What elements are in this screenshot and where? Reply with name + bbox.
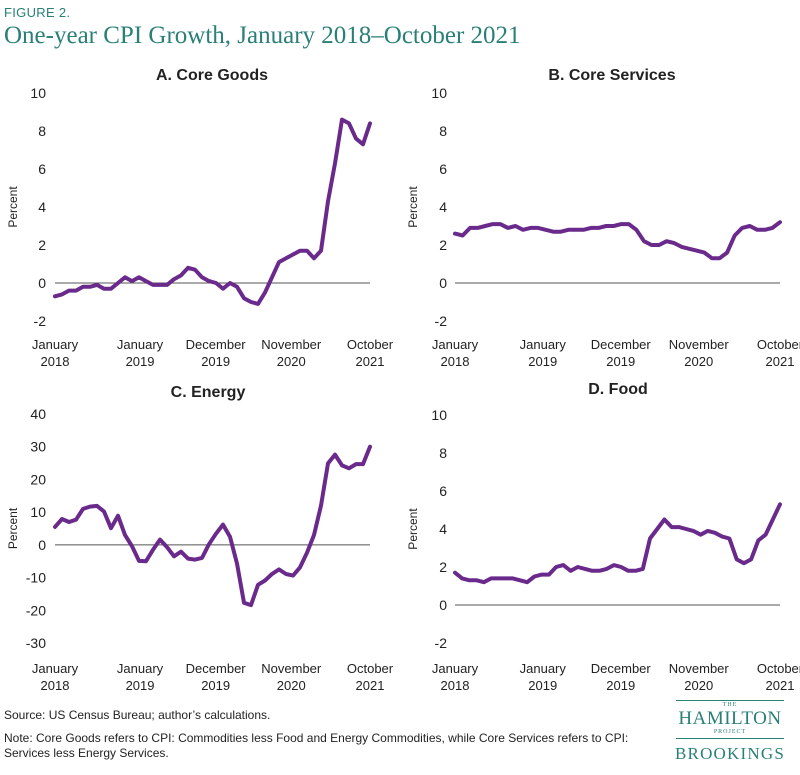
figure-label: FIGURE 2. [4, 5, 71, 20]
x-tick-label-month: January [32, 661, 79, 676]
x-tick-label-month: November [261, 337, 322, 352]
logo-hamilton: HAMILTON [678, 708, 782, 729]
series-line [53, 117, 372, 306]
chart-title: B. Core Services [548, 67, 675, 84]
x-tick-label-year: 2019 [201, 354, 230, 369]
x-tick-label-month: November [669, 337, 730, 352]
logo-the: THE [722, 702, 738, 708]
x-tick-label-year: 2019 [606, 678, 635, 693]
x-tick-label-month: January [432, 661, 479, 676]
y-tick-label: 0 [38, 275, 46, 291]
y-tick-label: 4 [439, 521, 447, 537]
x-tick-label-year: 2020 [277, 678, 306, 693]
series-line [53, 444, 372, 608]
y-tick-label: 10 [30, 85, 46, 101]
source-text: Source: US Census Bureau; author’s calcu… [4, 708, 271, 722]
x-tick-label-year: 2018 [441, 678, 470, 693]
y-tick-label: 8 [439, 445, 447, 461]
chart-title: D. Food [588, 381, 648, 398]
y-tick-label: 2 [38, 237, 46, 253]
x-tick-label-year: 2021 [766, 678, 795, 693]
series-line [453, 220, 782, 261]
logo-brookings: BROOKINGS [675, 744, 785, 763]
x-tick-label-year: 2018 [41, 678, 70, 693]
x-tick-label-month: January [117, 661, 164, 676]
y-axis-label: Percent [406, 186, 420, 228]
x-tick-label-year: 2019 [528, 678, 557, 693]
y-tick-label: 0 [439, 275, 447, 291]
x-tick-label-year: 2019 [126, 354, 155, 369]
hamilton-logo: THE HAMILTON PROJECT [676, 700, 784, 739]
y-tick-label: 40 [30, 406, 46, 422]
x-tick-label-year: 2020 [684, 354, 713, 369]
x-tick-label-year: 2020 [277, 354, 306, 369]
x-tick-label-year: 2019 [126, 678, 155, 693]
y-tick-label: 10 [30, 504, 46, 520]
logo: THE HAMILTON PROJECT BROOKINGS [662, 700, 798, 772]
x-tick-label-year: 2021 [356, 354, 385, 369]
y-tick-label: 6 [38, 161, 46, 177]
y-tick-label: -2 [435, 635, 448, 651]
x-tick-label-month: October [757, 661, 800, 676]
logo-project: PROJECT [713, 729, 747, 735]
x-tick-label-month: January [432, 337, 479, 352]
y-tick-label: -10 [26, 570, 46, 586]
chart-panel-4: D. Food Percent -2 0 2 4 6 8 10 January 2018 Januar… [406, 381, 800, 693]
x-tick-label-month: October [347, 661, 394, 676]
x-tick-label-year: 2021 [766, 354, 795, 369]
chart-panel-2: B. Core Services Percent -2 0 2 4 6 8 10 January 2… [406, 67, 800, 369]
x-tick-label-month: November [669, 661, 730, 676]
y-tick-label: 6 [439, 161, 447, 177]
y-tick-label: 0 [38, 537, 46, 553]
y-tick-label: 0 [439, 597, 447, 613]
x-tick-label-month: December [186, 661, 247, 676]
x-tick-label-month: October [757, 337, 800, 352]
charts-canvas: A. Core GoodsPercent-20246810January2018… [6, 67, 800, 693]
y-axis-label: Percent [406, 508, 420, 550]
x-tick-label-month: January [520, 337, 567, 352]
chart-panel-3: C. Energy Percent -30 -20 -10 0 10 20 30 40 Januar… [6, 384, 394, 693]
y-tick-label: -2 [34, 313, 47, 329]
x-tick-label-month: January [520, 661, 567, 676]
y-axis-label: Percent [6, 507, 20, 549]
x-tick-label-month: January [32, 337, 79, 352]
x-tick-label-year: 2019 [528, 354, 557, 369]
chart-panel-1: A. Core Goods Percent -2 0 2 4 6 8 10 January 2018… [6, 67, 394, 369]
y-tick-label: 20 [30, 471, 46, 487]
x-tick-label-month: December [591, 661, 652, 676]
y-tick-label: -30 [26, 635, 46, 651]
y-tick-label: 2 [439, 559, 447, 575]
y-tick-label: 4 [38, 199, 46, 215]
x-tick-label-year: 2019 [606, 354, 635, 369]
x-tick-label-year: 2021 [356, 678, 385, 693]
x-tick-label-year: 2019 [201, 678, 230, 693]
y-tick-label: 10 [431, 85, 447, 101]
chart-title: A. Core Goods [156, 67, 268, 84]
x-tick-label-year: 2018 [441, 354, 470, 369]
y-tick-label: 6 [439, 483, 447, 499]
y-tick-label: -2 [435, 313, 448, 329]
x-tick-label-month: December [186, 337, 247, 352]
x-tick-label-year: 2020 [684, 678, 713, 693]
chart-title: C. Energy [171, 384, 246, 401]
y-tick-label: 4 [439, 199, 447, 215]
figure-title: One-year CPI Growth, January 2018–Octobe… [4, 22, 521, 49]
y-tick-label: 10 [431, 407, 447, 423]
y-tick-label: 8 [38, 123, 46, 139]
y-tick-label: 2 [439, 237, 447, 253]
y-tick-label: 8 [439, 123, 447, 139]
series-line [453, 502, 782, 585]
x-tick-label-year: 2018 [41, 354, 70, 369]
note-text: Note: Core Goods refers to CPI: Commodit… [4, 731, 629, 760]
y-tick-label: -20 [26, 602, 46, 618]
y-tick-label: 30 [30, 439, 46, 455]
y-axis-label: Percent [6, 186, 20, 228]
x-tick-label-month: December [591, 337, 652, 352]
x-tick-label-month: November [261, 661, 322, 676]
x-tick-label-month: October [347, 337, 394, 352]
x-tick-label-month: January [117, 337, 164, 352]
